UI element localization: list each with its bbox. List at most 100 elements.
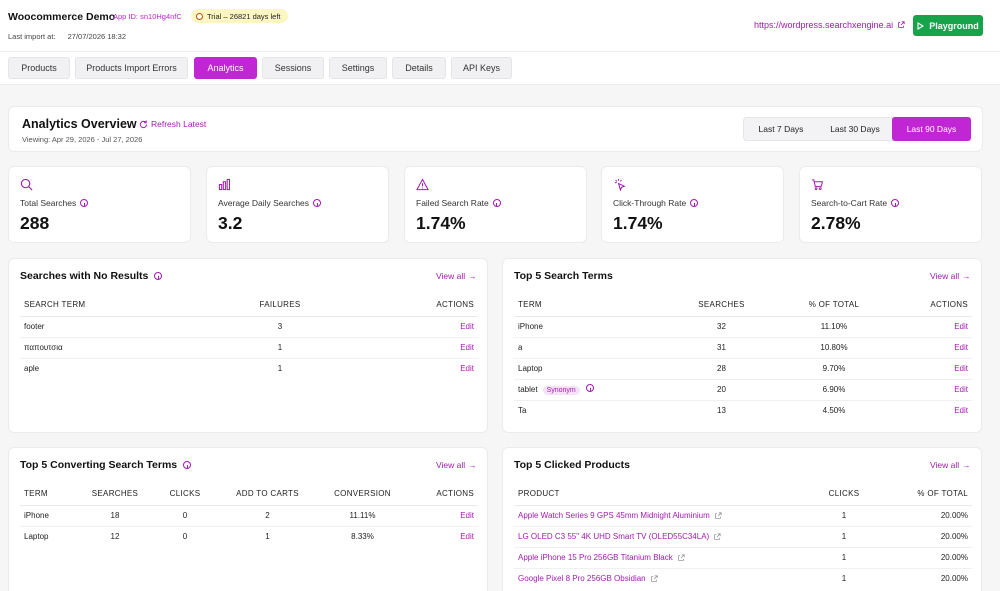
info-icon[interactable] <box>492 199 501 207</box>
search-icon <box>20 178 33 191</box>
top-search-terms-card: Top 5 Search Terms View all → TERM SEARCH… <box>502 258 982 433</box>
edit-link[interactable]: Edit <box>889 337 972 359</box>
product-name[interactable]: LG OLED C3 55" 4K UHD Smart TV (OLED55C3… <box>518 532 710 541</box>
table-row: aple 1 Edit <box>20 358 478 379</box>
trial-badge: Trial – 26821 days left <box>191 9 288 23</box>
playground-label[interactable]: Playground <box>929 20 979 31</box>
info-icon[interactable] <box>586 384 594 392</box>
refresh-label[interactable]: Refresh Latest <box>151 119 207 129</box>
info-icon[interactable] <box>891 199 900 207</box>
edit-link[interactable]: Edit <box>889 379 972 401</box>
product-link[interactable]: LG OLED C3 55" 4K UHD Smart TV (OLED55C3… <box>518 532 721 541</box>
info-icon[interactable] <box>154 272 163 280</box>
stat-label: Click-Through Rate <box>613 198 687 208</box>
converting-table: TERM SEARCHES CLICKS ADD TO CARTS CONVER… <box>20 483 478 547</box>
edit-link[interactable]: Edit <box>954 406 968 416</box>
last-import: Last import at: 27/07/2026 18:32 <box>8 32 126 41</box>
term: iPhone <box>20 505 80 527</box>
stat-label: Total Searches <box>20 198 77 208</box>
view-all-link[interactable]: View all → <box>930 460 971 470</box>
table-row: LG OLED C3 55" 4K UHD Smart TV (OLED55C3… <box>514 526 972 548</box>
view-all-label[interactable]: View all <box>436 460 466 470</box>
tab-sessions[interactable]: Sessions <box>262 57 324 79</box>
tab-details[interactable]: Details <box>392 57 446 79</box>
table-row: Ta 13 4.50% Edit <box>514 400 972 421</box>
percent-of-total: 11.10% <box>779 316 889 338</box>
conversion: 8.33% <box>351 532 374 542</box>
table-row: Apple iPhone 15 Pro 256GB Titanium Black… <box>514 547 972 569</box>
tab-products-import-errors[interactable]: Products Import Errors <box>75 57 188 79</box>
view-all-label[interactable]: View all <box>436 271 466 281</box>
stat-value: 1.74% <box>416 213 466 233</box>
column-header: PRODUCT <box>514 483 804 506</box>
failures: 1 <box>277 364 283 374</box>
table-row: Apple Watch Series 9 GPS 45mm Midnight A… <box>514 505 972 527</box>
stat-value: 1.74% <box>613 213 663 233</box>
range-last-30-days[interactable]: Last 30 Days <box>830 124 880 134</box>
external-link-icon <box>650 575 658 582</box>
table-row: Google Pixel 8 Pro 256GB Obsidian 1 20.00% <box>514 568 972 589</box>
tab-analytics[interactable]: Analytics <box>194 57 257 79</box>
failures: 3 <box>190 316 370 338</box>
table-header-row: PRODUCT CLICKS % OF TOTAL <box>514 483 972 506</box>
info-icon[interactable] <box>313 199 322 207</box>
product-name[interactable]: Google Pixel 8 Pro 256GB Obsidian <box>518 574 646 584</box>
product-link[interactable]: Google Pixel 8 Pro 256GB Obsidian <box>518 574 658 583</box>
product-link[interactable]: Apple Watch Series 9 GPS 45mm Midnight A… <box>518 511 722 520</box>
info-icon[interactable] <box>183 461 192 469</box>
table-row: a 31 10.80% Edit <box>514 337 972 359</box>
no-results-table: SEARCH TERM FAILURES ACTIONS footer 3 Edit… <box>20 294 478 379</box>
date-range-selector: Last 7 Days Last 30 Days Last 90 Days <box>743 117 971 141</box>
table-row: Laptop 12 0 1 8.33% Edit <box>20 526 478 547</box>
info-icon[interactable] <box>690 199 699 207</box>
edit-link[interactable]: Edit <box>460 364 474 374</box>
clock-icon <box>196 12 203 20</box>
stat-failed-search-rate: Failed Search Rate 1.74% <box>404 166 587 243</box>
column-header: % OF TOTAL <box>779 294 889 317</box>
add-to-carts: 1 <box>265 532 270 542</box>
edit-link[interactable]: Edit <box>370 316 478 338</box>
product-name[interactable]: Apple Watch Series 9 GPS 45mm Midnight A… <box>518 511 710 520</box>
converting-terms-card: Top 5 Converting Search Terms View all → … <box>8 447 488 591</box>
no-results-card: Searches with No Results View all → SEARC… <box>8 258 488 433</box>
arrow-right-icon: → <box>962 271 971 281</box>
play-icon <box>917 21 925 30</box>
tab-products[interactable]: Products <box>8 57 70 79</box>
column-header: TERM <box>20 483 80 506</box>
view-all-link[interactable]: View all → <box>436 271 477 281</box>
table-row: iPhone 32 11.10% Edit <box>514 316 972 338</box>
tab-api-keys[interactable]: API Keys <box>451 57 512 79</box>
column-header: SEARCH TERM <box>20 294 190 317</box>
edit-link[interactable]: Edit <box>889 358 972 380</box>
edit-link[interactable]: Edit <box>889 316 972 338</box>
search-term: aple <box>24 364 40 374</box>
view-all-label[interactable]: View all <box>930 460 960 470</box>
column-header: ADD TO CARTS <box>220 483 315 506</box>
product-name[interactable]: Apple iPhone 15 Pro 256GB Titanium Black <box>518 553 673 562</box>
tab-settings[interactable]: Settings <box>329 57 387 79</box>
playground-button[interactable]: Playground <box>913 15 983 36</box>
site-url-text[interactable]: https://wordpress.searchxengine.ai <box>754 20 894 30</box>
view-all-link[interactable]: View all → <box>930 271 971 281</box>
table-header-row: SEARCH TERM FAILURES ACTIONS <box>20 294 478 317</box>
last-import-label: Last import at: <box>8 32 56 41</box>
clicks: 1 <box>841 574 847 584</box>
edit-link[interactable]: Edit <box>370 337 478 359</box>
app-id: App ID: sn10Hg4nfC <box>113 12 182 21</box>
info-icon[interactable] <box>80 199 89 207</box>
range-last-7-days[interactable]: Last 7 Days <box>758 124 804 134</box>
edit-link[interactable]: Edit <box>460 532 474 542</box>
view-all-label[interactable]: View all <box>930 271 960 281</box>
range-last-90-days[interactable]: Last 90 Days <box>892 117 971 141</box>
searches: 32 <box>664 316 779 338</box>
column-header: SEARCHES <box>664 294 779 317</box>
term: Ta <box>518 406 527 416</box>
refresh-latest-button[interactable]: Refresh Latest <box>139 119 206 129</box>
column-header: ACTIONS <box>889 294 972 317</box>
product-link[interactable]: Apple iPhone 15 Pro 256GB Titanium Black <box>518 553 685 562</box>
view-all-link[interactable]: View all → <box>436 460 477 470</box>
site-url-link[interactable]: https://wordpress.searchxengine.ai <box>754 20 905 30</box>
conversion: 11.11% <box>315 505 410 527</box>
table-header-row: TERM SEARCHES CLICKS ADD TO CARTS CONVER… <box>20 483 478 506</box>
edit-link[interactable]: Edit <box>410 505 478 527</box>
